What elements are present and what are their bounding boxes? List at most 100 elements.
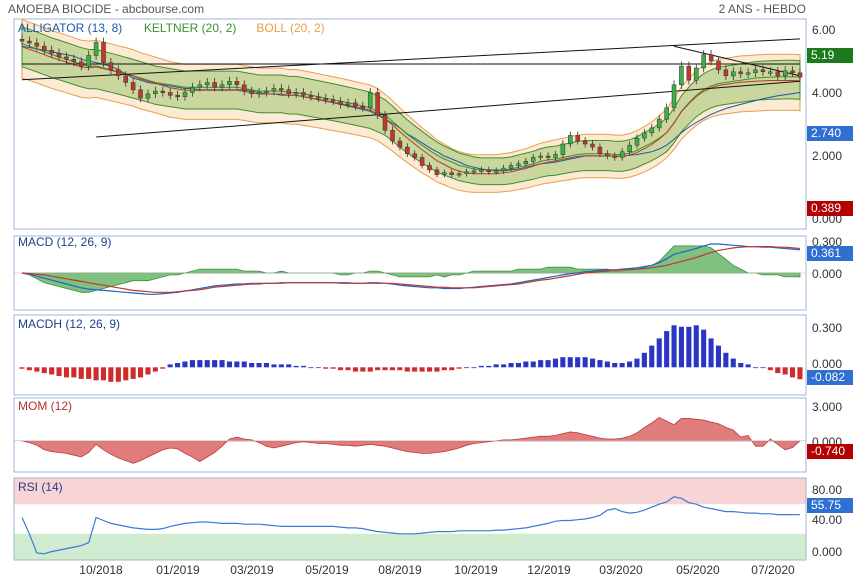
macdh-bar [604,361,610,368]
value-badge [807,370,853,385]
x-tick-label: 03/2020 [599,563,643,577]
macdh-bar [597,360,603,368]
macdh-bar [404,367,410,372]
macdh-bar [152,367,158,372]
macdh-bar [449,367,455,371]
candle [279,88,284,91]
macdh-bar [730,358,736,368]
candle [301,92,306,96]
candle [619,151,625,158]
candle [375,92,380,116]
y-tick-label: 40.00 [812,513,842,527]
macdh-bar [167,364,173,368]
macdh-bar [612,363,618,368]
y-tick-label: 0.000 [812,545,842,559]
candle [353,102,358,107]
macdh-bar [182,361,188,368]
candle [256,92,262,95]
candle [64,56,69,60]
macdh-bar [515,363,521,368]
x-tick-label: 12/2019 [527,563,571,577]
macdh-bar [263,363,269,368]
macd-line [21,243,801,295]
candle [293,92,299,95]
label-layer: ALLIGATOR (13, 8) KELTNER (20, 2) BOLL (20… [18,21,853,577]
candle [501,167,506,172]
candle [390,130,395,142]
macdh-bar [86,367,92,379]
candle [560,143,566,155]
macdh-bar [100,367,106,381]
macdh-bar [197,360,203,368]
chart-title: AMOEBA BIOCIDE - abcbourse.com [8,2,204,16]
value-badge [807,246,853,261]
macdh-bar [278,364,284,368]
candle [516,163,521,166]
macdh-bar [678,326,684,368]
legend-item: ALLIGATOR (13, 8) [18,21,122,35]
keltner-channel [21,25,801,186]
trendline-0 [21,38,801,81]
candle [590,143,595,148]
candle [86,55,91,67]
candle [486,169,492,173]
x-tick-label: 05/2019 [305,563,349,577]
y-tick-label: 80.00 [812,483,842,497]
candle [449,172,454,175]
period-label: 2 ANS - HEBDO [719,2,806,16]
plot-layer [14,19,806,560]
candle [530,157,536,162]
candle [234,81,240,86]
macdh-bar [160,367,166,369]
macdh-bar [63,367,69,378]
macdh-bar [123,367,129,381]
candle [760,69,766,72]
candle [27,40,32,44]
macdh-bar [664,331,670,368]
macdh-bar [501,364,507,368]
candle [790,70,795,74]
macdh-bar [115,367,121,382]
macdh-bar [301,365,307,368]
rsi-oversold-zone [14,533,806,560]
macdh-bar [338,367,344,371]
legend-item: MACD (12, 26, 9) [18,235,111,249]
candle [101,42,106,63]
rsi-panel [13,477,807,561]
candle [71,59,77,63]
macdh-bar [145,367,151,375]
macdh-bar [434,367,440,372]
macdh-bar [71,367,77,378]
candle [708,54,714,62]
macdh-bar [686,326,692,368]
x-tick-label: 05/2020 [676,563,720,577]
macdh-bar [26,367,32,371]
macdh-bar [56,367,62,376]
candle [442,172,447,175]
candle [434,169,440,175]
macdh-bar [671,325,677,368]
candle [264,90,269,93]
value-badge-text: 0.361 [811,246,841,260]
candle [93,42,99,56]
macdh-bar [389,367,395,371]
candle [649,127,655,134]
macdh-bar [249,363,255,368]
candle [34,42,40,47]
value-badge [807,498,853,513]
candle [582,140,588,145]
macdh-bar [138,367,144,378]
candle [286,89,291,95]
macdh-bar [234,361,240,368]
macdh-bar [641,352,647,368]
macdh-bar [375,367,381,371]
candle [716,60,721,71]
macdh-bar [93,367,99,381]
macdh-bar [715,345,721,368]
candle [79,61,84,67]
x-tick-label: 01/2019 [156,563,200,577]
macdh-bar [560,357,566,368]
macdh-bar [649,345,655,368]
value-badge [807,48,853,63]
rsi-line [21,496,801,555]
